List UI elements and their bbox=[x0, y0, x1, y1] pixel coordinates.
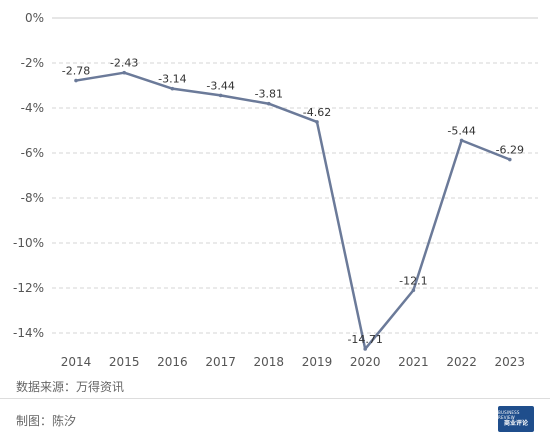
publisher-logo: BUSINESS REVIEW 商业评论 bbox=[498, 406, 534, 432]
x-tick-label: 2021 bbox=[398, 355, 429, 369]
data-source-note: 数据来源：万得资讯 bbox=[16, 380, 125, 394]
data-label: -3.81 bbox=[255, 88, 283, 101]
data-point bbox=[74, 78, 78, 83]
x-tick-label: 2022 bbox=[446, 355, 477, 369]
data-point bbox=[122, 70, 126, 75]
y-tick-label: -4% bbox=[21, 101, 44, 115]
data-point bbox=[170, 86, 175, 91]
data-label: -4.62 bbox=[303, 106, 331, 119]
x-tick-label: 2018 bbox=[254, 355, 285, 369]
data-point bbox=[267, 101, 271, 106]
x-tick-label: 2016 bbox=[157, 355, 188, 369]
data-label: -2.78 bbox=[62, 65, 90, 78]
x-tick-label: 2017 bbox=[205, 355, 236, 369]
x-axis: 2014 2015 2016 2017 2018 2019 2020 2021 2022 2023 bbox=[61, 355, 525, 369]
x-tick-label: 2020 bbox=[350, 355, 381, 369]
y-tick-label: -6% bbox=[21, 146, 44, 160]
x-tick-label: 2015 bbox=[109, 355, 140, 369]
series-line-path bbox=[74, 71, 512, 351]
y-axis: 0% -2% -4% -6% -8% -10% -12% -14% bbox=[13, 11, 44, 340]
data-point bbox=[315, 120, 319, 124]
data-point bbox=[459, 138, 464, 143]
y-tick-label: -14% bbox=[13, 326, 44, 340]
logo-small-text: BUSINESS REVIEW bbox=[498, 410, 520, 420]
gridlines bbox=[52, 17, 538, 334]
footer-divider bbox=[0, 398, 550, 399]
data-point bbox=[218, 93, 223, 98]
data-labels: -2.78 -2.43 -3.14 -3.44 -3.81 -4.62 -14.71 -12.… bbox=[62, 57, 524, 346]
data-label: -3.44 bbox=[206, 79, 234, 92]
y-tick-label: -8% bbox=[21, 191, 44, 205]
logo-text: 商业评论 bbox=[503, 420, 528, 427]
data-label: -12.1 bbox=[399, 274, 427, 287]
data-label: -2.43 bbox=[110, 57, 138, 70]
x-tick-label: 2014 bbox=[61, 355, 92, 369]
y-tick-label: -2% bbox=[21, 56, 44, 70]
data-label: -5.44 bbox=[447, 124, 475, 137]
data-label: -3.14 bbox=[158, 73, 186, 86]
y-tick-label: -12% bbox=[13, 281, 44, 295]
chart-credit: 制图：陈汐 bbox=[16, 414, 77, 428]
y-tick-label: -10% bbox=[13, 236, 44, 250]
series-line bbox=[74, 70, 512, 351]
x-tick-label: 2019 bbox=[302, 355, 333, 369]
data-point bbox=[411, 288, 416, 293]
data-point bbox=[363, 347, 368, 351]
y-tick-label: 0% bbox=[25, 11, 44, 25]
line-chart: 0%-2%-4%-6%-8%-10%-12%-14% 2014 2015 2016 2… bbox=[13, 11, 538, 369]
x-tick-label: 2023 bbox=[495, 355, 526, 369]
data-label: -6.29 bbox=[496, 144, 524, 157]
data-point bbox=[508, 157, 512, 162]
data-label: -14.71 bbox=[347, 333, 382, 346]
